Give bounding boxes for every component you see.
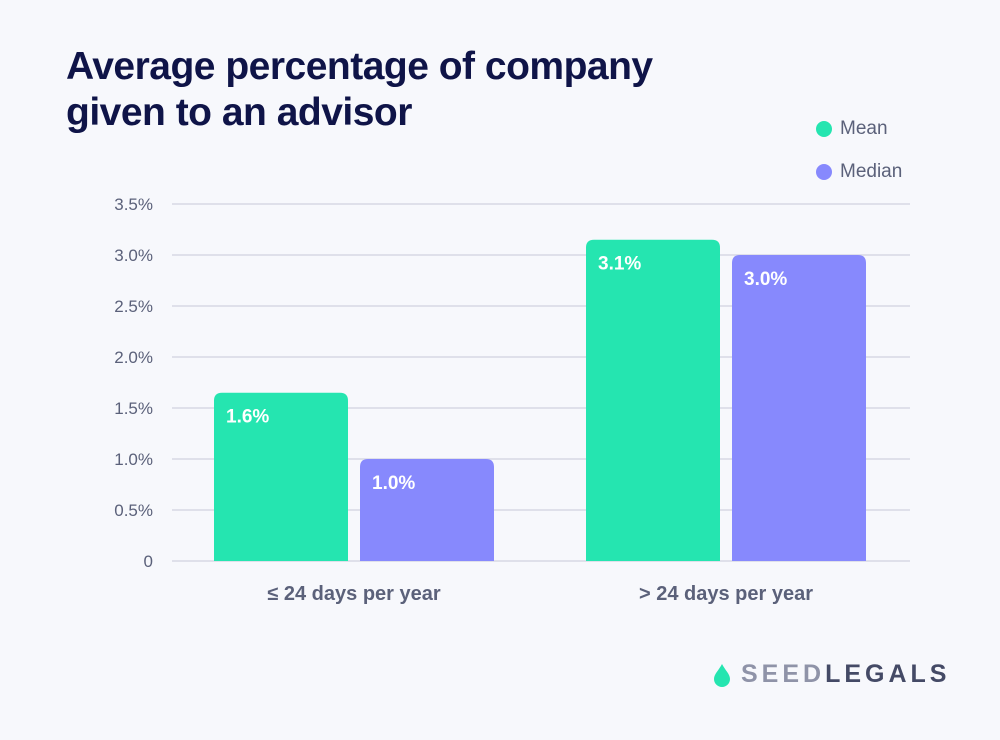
legend-item-median: Median — [816, 161, 902, 183]
data-label: 1.6% — [226, 407, 269, 428]
seedlegals-logo: SEED LEGALS — [713, 660, 951, 689]
bar-median — [360, 459, 494, 561]
legend-label-mean: Mean — [840, 118, 888, 139]
legend-item-mean: Mean — [816, 118, 888, 140]
y-tick-label: 2.0% — [114, 348, 153, 367]
y-tick-label: 1.0% — [114, 450, 153, 469]
x-tick-label: > 24 days per year — [639, 583, 813, 605]
data-label: 3.0% — [744, 269, 787, 290]
bar-mean — [586, 239, 720, 561]
logo-text-legals: LEGALS — [825, 660, 951, 688]
y-tick-label: 0.5% — [114, 501, 153, 520]
logo-text-seed: SEED — [741, 660, 826, 688]
legend-swatch-mean — [816, 121, 832, 137]
x-tick-label: ≤ 24 days per year — [267, 583, 441, 605]
y-tick-label: 3.0% — [114, 246, 153, 265]
y-tick-label: 0 — [144, 552, 153, 571]
y-tick-label: 3.5% — [114, 195, 153, 214]
bar-median — [732, 255, 866, 561]
data-label: 3.1% — [598, 254, 641, 275]
chart-title: Average percentage of company given to a… — [66, 45, 653, 134]
legend-swatch-median — [816, 164, 832, 180]
legend-label-median: Median — [840, 161, 903, 182]
y-tick-label: 2.5% — [114, 297, 153, 316]
data-label: 1.0% — [372, 473, 415, 494]
y-tick-label: 1.5% — [114, 399, 153, 418]
bar-mean — [214, 392, 348, 561]
droplet-icon — [714, 663, 730, 687]
